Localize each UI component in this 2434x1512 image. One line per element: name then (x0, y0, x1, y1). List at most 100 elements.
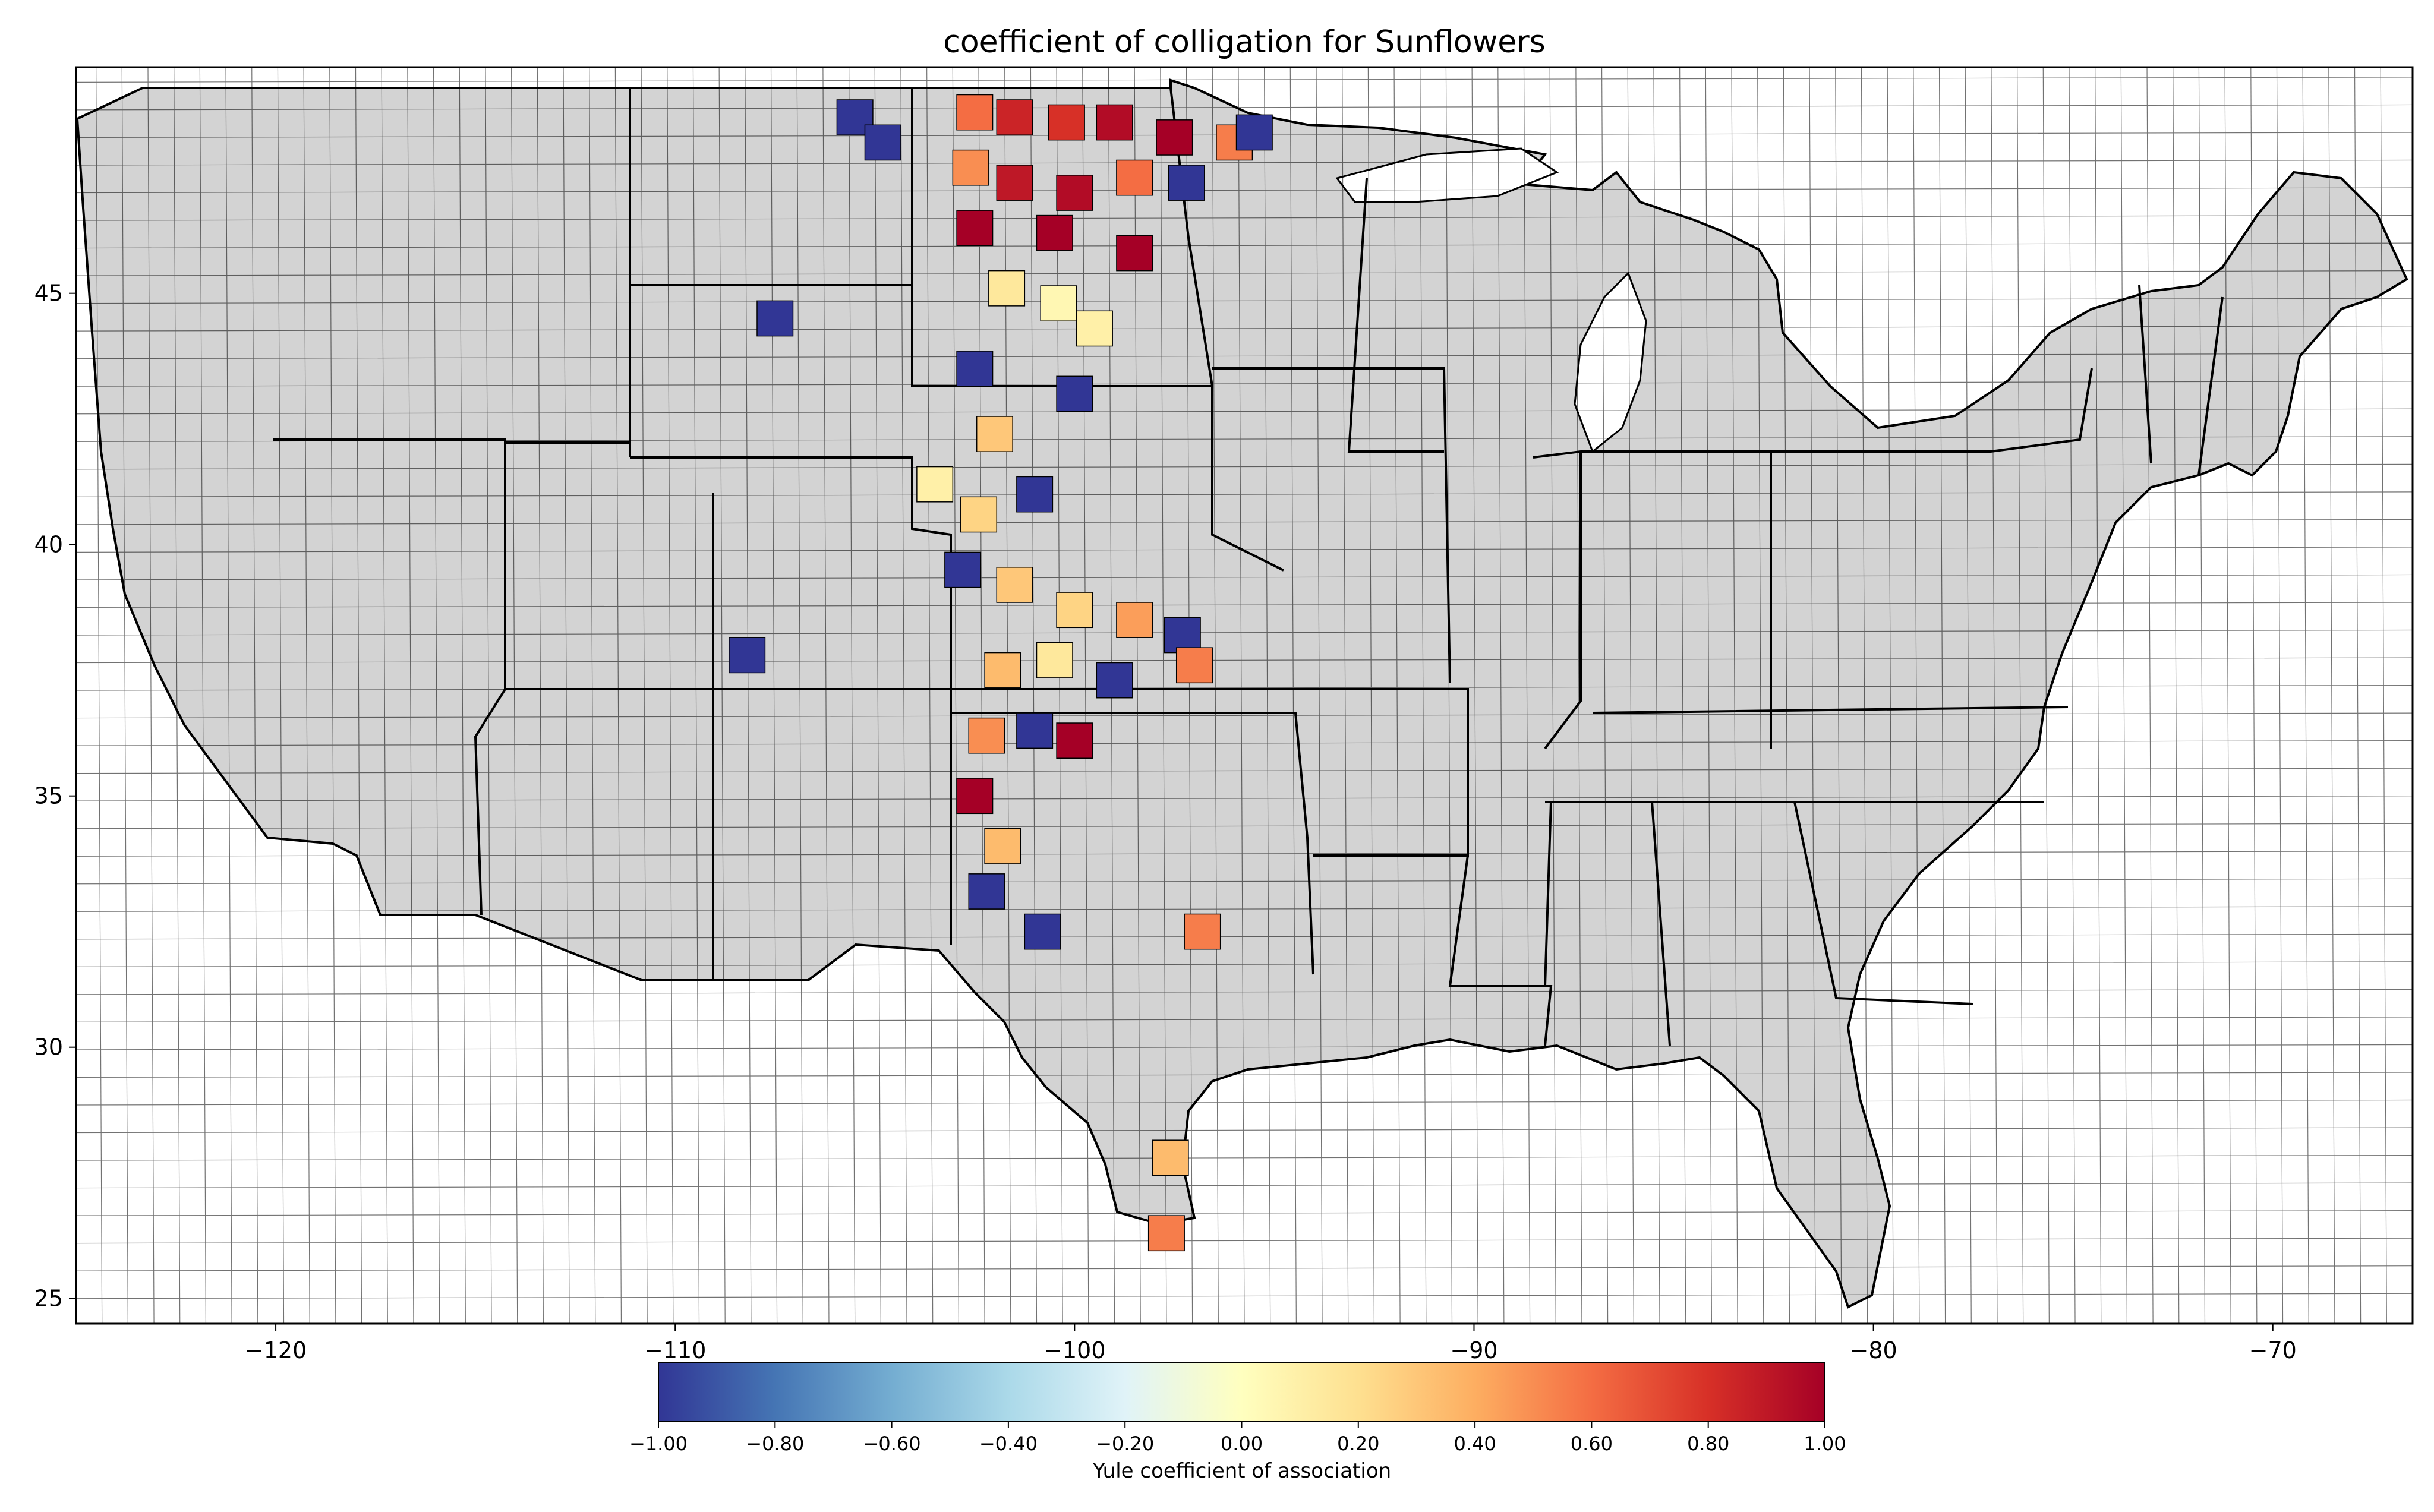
county-line (1783, 67, 1790, 1324)
colorbar-bar (658, 1362, 1826, 1422)
colorbar-tick-label: −0.60 (863, 1432, 921, 1455)
lake-michigan (1574, 272, 1647, 453)
county-line (718, 67, 726, 1324)
x-tick-label: −100 (1043, 1337, 1105, 1363)
county-line (251, 67, 258, 1324)
county-line (563, 67, 570, 1324)
county-line (76, 1182, 2413, 1189)
county-line (76, 1238, 2413, 1244)
y-axis: 25 30 35 40 45 (34, 280, 76, 1312)
county-cell (984, 828, 1021, 864)
county-line (1705, 67, 1712, 1324)
county-line (381, 67, 388, 1324)
county-cell (1056, 375, 1093, 412)
county-line (76, 1265, 2413, 1271)
county-line (96, 67, 103, 1324)
county-line (1965, 67, 1972, 1324)
county-line (76, 1154, 2413, 1161)
county-line (1523, 67, 1531, 1324)
county-line (76, 1099, 2413, 1106)
county-line (1471, 67, 1478, 1324)
county-line (978, 67, 985, 1324)
county-line (770, 67, 778, 1324)
county-line (1679, 67, 1686, 1324)
county-cell (1076, 310, 1113, 347)
county-cell (976, 416, 1013, 452)
county-line (1264, 67, 1271, 1324)
county-line (76, 629, 2413, 636)
colorbar-tick-label: 0.20 (1337, 1432, 1379, 1455)
county-line (2173, 67, 2180, 1324)
county-line (796, 67, 803, 1324)
county-line (76, 1127, 2413, 1134)
county-line (1342, 67, 1349, 1324)
county-cell (996, 567, 1033, 603)
county-cell (956, 94, 994, 131)
county-line (1653, 67, 1660, 1324)
county-line (76, 796, 2413, 801)
county-line (485, 67, 492, 1324)
county-cell (1164, 617, 1201, 654)
county-cell (1056, 722, 1093, 759)
county-line (199, 67, 207, 1324)
county-line (76, 298, 2413, 304)
county-cell (968, 873, 1005, 910)
county-line (76, 326, 2413, 332)
county-line (76, 463, 2413, 470)
x-axis: −120 −110 −100 −90 −80 −70 (245, 1324, 2297, 1363)
county-line (511, 67, 518, 1324)
colorbar-tick-label: 0.00 (1221, 1432, 1263, 1455)
county-cell (956, 210, 994, 247)
county-line (76, 684, 2413, 691)
county-line (692, 67, 700, 1324)
county-cell (1147, 1215, 1185, 1252)
county-cell (1116, 235, 1153, 272)
x-tick-label: −70 (2249, 1337, 2297, 1363)
colorbar-tick-label: −0.20 (1096, 1432, 1154, 1455)
county-cell (1048, 104, 1085, 141)
map-axes (75, 66, 2414, 1325)
county-cell (756, 300, 794, 337)
county-cell (996, 165, 1033, 201)
county-cell (1235, 114, 1273, 151)
county-line (1030, 67, 1038, 1324)
county-line (76, 519, 2413, 525)
county-line (1497, 67, 1505, 1324)
county-line (433, 67, 440, 1324)
county-line (76, 270, 2413, 276)
county-line (952, 67, 960, 1324)
county-line (2354, 67, 2362, 1324)
county-line (76, 491, 2413, 497)
county-cell (1152, 1139, 1189, 1176)
county-line (76, 602, 2413, 608)
county-line (1731, 67, 1738, 1324)
county-line (329, 67, 336, 1324)
county-cell (1156, 119, 1193, 156)
county-line (614, 67, 622, 1324)
county-cell (1036, 214, 1073, 251)
county-line (1238, 67, 1245, 1324)
county-line (2328, 67, 2335, 1324)
county-line (76, 657, 2413, 664)
county-line (1575, 67, 1582, 1324)
county-line (1757, 67, 1764, 1324)
county-line (1160, 67, 1167, 1324)
county-cell (1184, 913, 1221, 950)
county-line (76, 961, 2413, 967)
county-line (459, 67, 466, 1324)
colorbar-tick-label: 1.00 (1804, 1432, 1846, 1455)
county-cell (1016, 476, 1054, 513)
county-cell (916, 466, 954, 503)
colorbar-tick-label: −0.80 (746, 1432, 804, 1455)
county-line (2016, 67, 2024, 1324)
county-line (76, 1017, 2413, 1023)
county-line (76, 187, 2413, 194)
county-cell (944, 551, 982, 588)
county-line (667, 67, 674, 1324)
county-line (2042, 67, 2050, 1324)
county-line (121, 67, 128, 1324)
county-line (2069, 67, 2076, 1324)
county-line (2302, 67, 2309, 1324)
county-cell (1024, 913, 1061, 950)
